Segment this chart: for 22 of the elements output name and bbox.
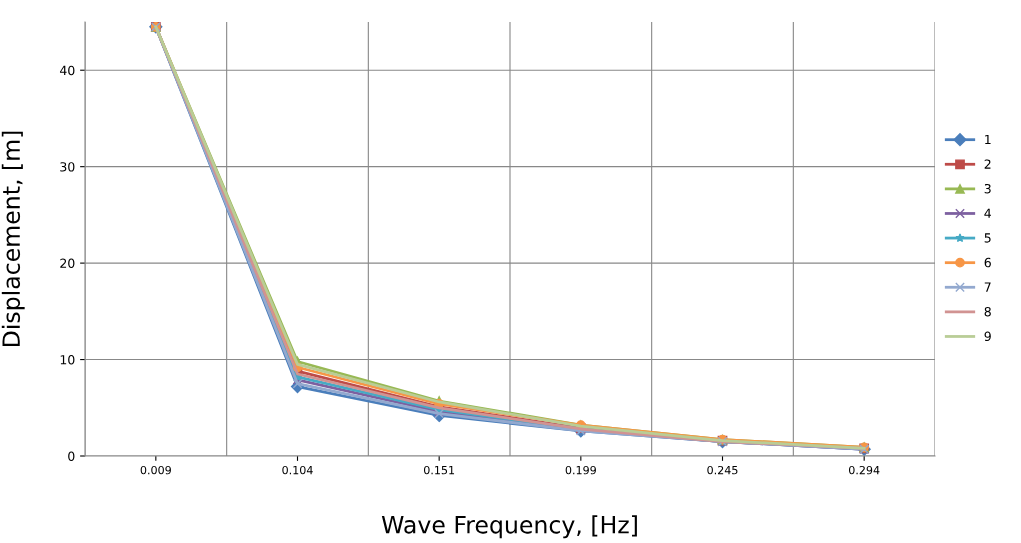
legend-label: 7: [984, 282, 991, 292]
legend-label: 9: [984, 331, 991, 342]
legend-label: 6: [984, 257, 991, 268]
legend-label: 1: [985, 134, 991, 145]
x-tick-label: 0.294: [848, 465, 880, 475]
x-tick-label: 0.199: [565, 465, 596, 475]
y-axis-title: Displacement, [m]: [1, 131, 25, 347]
legend-label: 5: [984, 233, 991, 243]
legend-label: 2: [984, 159, 991, 169]
legend-label: 3: [984, 183, 991, 194]
x-tick-label: 0.245: [707, 465, 738, 475]
x-tick-label: 0.104: [282, 465, 313, 475]
x-axis-title: Wave Frequency, [Hz]: [381, 515, 637, 539]
y-tick-label: 30: [60, 162, 75, 172]
legend-label: 8: [984, 306, 991, 317]
x-tick-label: 0.151: [423, 465, 455, 475]
y-tick-label: 0: [68, 451, 75, 461]
y-tick-label: 10: [60, 355, 75, 365]
legend-label: 4: [984, 208, 991, 218]
x-tick-label: 0.009: [140, 465, 171, 475]
y-tick-label: 20: [60, 258, 75, 269]
y-tick-label: 40: [59, 65, 75, 76]
